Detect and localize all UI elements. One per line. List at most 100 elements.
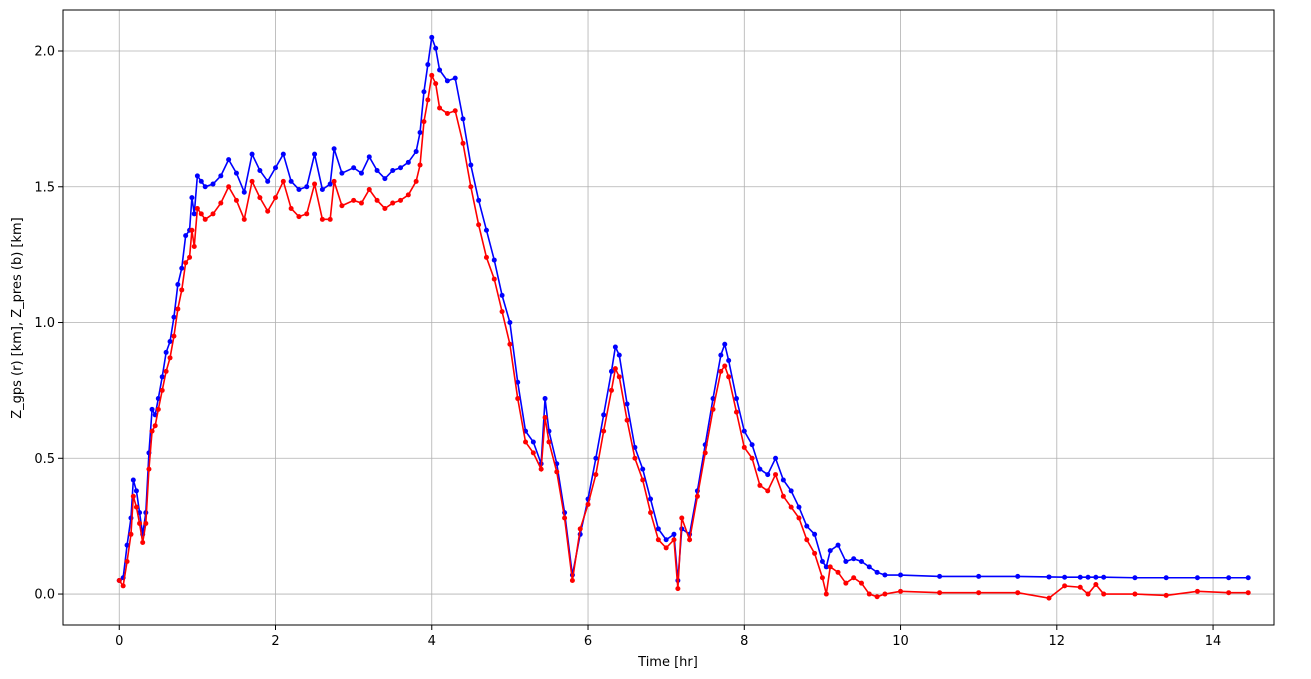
data-point [1062,583,1068,589]
data-point [421,89,427,95]
data-point [655,537,661,543]
data-point [468,162,474,168]
data-point [608,387,614,393]
data-point [663,537,669,543]
data-point [1093,582,1099,588]
data-point [788,488,794,494]
data-point [149,406,155,412]
data-point [851,556,857,562]
data-point [726,358,732,364]
data-point [382,205,388,211]
data-point [265,208,271,214]
data-point [718,368,724,374]
data-point [1245,590,1251,596]
data-point [130,477,136,483]
data-point [819,558,825,564]
data-point [632,455,638,461]
data-point [788,504,794,510]
data-point [515,379,521,385]
data-point [608,368,614,374]
data-point [171,333,177,339]
data-point [226,184,232,190]
data-point [319,186,325,192]
data-point [640,477,646,483]
data-point [413,148,419,154]
data-point [146,466,152,472]
data-point [1101,591,1107,597]
data-point [133,488,139,494]
data-point [233,197,239,203]
data-point [612,344,618,350]
data-point [390,167,396,173]
data-point [1194,588,1200,594]
data-point [191,211,197,217]
data-point [530,439,536,445]
data-point [398,165,404,171]
data-point [1245,575,1251,581]
data-point [1163,575,1169,581]
x-tick-label: 4 [428,634,436,649]
data-point [187,254,193,260]
data-point [585,501,591,507]
data-point [499,309,505,315]
data-point [296,186,302,192]
data-point [159,387,165,393]
data-point [827,548,833,554]
data-point [167,339,173,345]
plot-frame [62,9,1275,626]
data-point [273,195,279,201]
x-tick-label: 0 [115,634,123,649]
data-point [1226,590,1232,596]
x-axis-label: Time [hr] [637,655,698,670]
data-point [542,396,548,402]
data-point [390,200,396,206]
data-point [843,580,849,586]
data-point [562,515,568,521]
data-point [433,81,439,87]
data-point [483,254,489,260]
data-point [874,569,880,575]
data-point [843,558,849,564]
data-point [515,396,521,402]
data-point [1101,574,1107,580]
data-point [257,167,263,173]
data-point [210,211,216,217]
data-point [249,151,255,157]
data-point [882,572,888,578]
data-point [374,197,380,203]
data-point [702,450,708,456]
data-point [687,537,693,543]
data-point [191,243,197,249]
data-point [183,233,189,239]
data-point [175,306,181,312]
y-tick-label: 1.5 [34,180,55,195]
data-point [765,488,771,494]
y-tick-label: 1.0 [34,316,55,331]
data-point [569,577,575,583]
data-point [593,472,599,478]
data-point [835,569,841,575]
data-point [491,276,497,282]
data-point [137,520,143,526]
data-point [155,406,161,412]
data-point [452,108,458,114]
data-point [1132,591,1138,597]
data-point [460,116,466,122]
data-point [1062,574,1068,580]
data-point [210,181,216,187]
data-point [507,341,513,347]
data-point [366,186,372,192]
data-point [1163,592,1169,598]
data-point [218,200,224,206]
data-point [202,184,208,190]
data-point [866,564,872,570]
data-point [648,510,654,516]
data-point [823,591,829,597]
data-point [671,537,677,543]
data-point [804,523,810,529]
data-point [612,366,618,372]
data-point [405,159,411,165]
data-point [749,442,755,448]
data-point [1046,574,1052,580]
data-point [530,450,536,456]
